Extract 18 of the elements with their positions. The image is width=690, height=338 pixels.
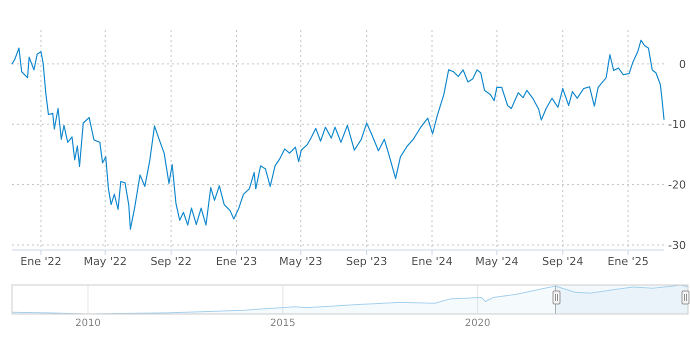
x-tick-label: Ene '25 — [607, 255, 649, 268]
y-tick-label: -20 — [668, 178, 686, 192]
x-tick-label: Ene '22 — [20, 255, 62, 268]
x-tick-label: Ene '23 — [216, 255, 258, 268]
x-tick-label: Ene '24 — [411, 255, 453, 268]
y-tick-label: -10 — [668, 118, 686, 132]
x-tick-label: 2020 — [464, 318, 490, 329]
x-tick-label: May '24 — [475, 255, 518, 268]
x-tick-label: Sep '24 — [542, 255, 584, 268]
x-tick-label: May '23 — [279, 255, 322, 268]
x-tick-label: Sep '23 — [346, 255, 388, 268]
x-tick-label: May '22 — [84, 255, 127, 268]
x-tick-label: 2015 — [270, 318, 296, 329]
x-tick-label: Sep '22 — [150, 255, 192, 268]
line-series — [11, 40, 665, 230]
y-tick-label: -30 — [668, 238, 686, 252]
y-tick-label: 0 — [679, 58, 686, 71]
x-tick-label: 2010 — [75, 318, 101, 329]
